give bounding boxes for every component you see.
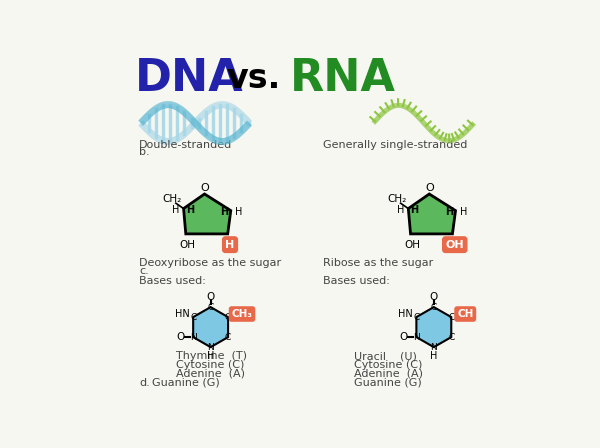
- Text: Guanine (G): Guanine (G): [354, 378, 422, 388]
- Text: DNA: DNA: [136, 57, 244, 100]
- Text: O: O: [200, 183, 209, 193]
- Text: CH₃: CH₃: [232, 309, 253, 319]
- Text: Adenine  (A): Adenine (A): [354, 368, 423, 378]
- Text: H: H: [460, 207, 467, 217]
- Text: H: H: [207, 351, 214, 362]
- Text: Cytosine (C): Cytosine (C): [176, 360, 244, 370]
- Text: H: H: [397, 205, 404, 215]
- Text: b.: b.: [139, 147, 149, 157]
- Text: H: H: [226, 240, 235, 250]
- Text: HN: HN: [398, 309, 413, 319]
- Text: N: N: [207, 343, 214, 352]
- Text: N: N: [430, 343, 437, 352]
- Text: C: C: [431, 302, 437, 312]
- Text: C: C: [448, 332, 454, 342]
- Text: Uracil    (U): Uracil (U): [354, 351, 417, 362]
- Text: Adenine  (A): Adenine (A): [176, 368, 245, 378]
- Text: C: C: [225, 313, 231, 322]
- Text: Deoxyribose as the sugar: Deoxyribose as the sugar: [139, 258, 281, 268]
- Text: C: C: [448, 313, 454, 322]
- Text: N: N: [413, 332, 420, 342]
- Text: N: N: [190, 332, 197, 342]
- Text: O: O: [400, 332, 408, 342]
- Text: H: H: [445, 207, 454, 217]
- Text: Guanine (G): Guanine (G): [152, 378, 220, 388]
- Text: O: O: [430, 292, 438, 302]
- Polygon shape: [193, 307, 228, 347]
- Text: C: C: [208, 302, 214, 312]
- Polygon shape: [409, 194, 455, 234]
- Text: OH: OH: [445, 240, 464, 250]
- Text: Generally single-stranded: Generally single-stranded: [323, 140, 467, 150]
- Text: OH: OH: [179, 240, 196, 250]
- Text: H: H: [186, 205, 194, 215]
- Polygon shape: [416, 307, 451, 347]
- Text: H: H: [172, 205, 179, 215]
- Polygon shape: [184, 194, 231, 234]
- Text: RNA: RNA: [289, 57, 395, 100]
- Text: CH₂: CH₂: [163, 194, 182, 204]
- Text: Cytosine (C): Cytosine (C): [354, 360, 422, 370]
- Text: H: H: [235, 207, 242, 217]
- Text: c.: c.: [139, 266, 149, 276]
- Text: O: O: [176, 332, 185, 342]
- Text: H: H: [430, 351, 437, 362]
- Text: OH: OH: [404, 240, 420, 250]
- Text: H: H: [410, 205, 419, 215]
- Text: d.: d.: [139, 378, 150, 388]
- Text: O: O: [206, 292, 215, 302]
- Text: C: C: [190, 313, 196, 322]
- Text: Bases used:: Bases used:: [139, 276, 206, 286]
- Text: Thymine  (T): Thymine (T): [176, 351, 247, 362]
- Text: O: O: [425, 183, 434, 193]
- Text: vs.: vs.: [226, 62, 280, 95]
- Text: H: H: [221, 207, 229, 217]
- Text: Double-stranded: Double-stranded: [139, 140, 232, 150]
- Text: CH: CH: [457, 309, 473, 319]
- Text: Bases used:: Bases used:: [323, 276, 390, 286]
- Text: C: C: [413, 313, 419, 322]
- Text: HN: HN: [175, 309, 190, 319]
- Text: CH₂: CH₂: [387, 194, 406, 204]
- Text: C: C: [225, 332, 231, 342]
- Text: Ribose as the sugar: Ribose as the sugar: [323, 258, 433, 268]
